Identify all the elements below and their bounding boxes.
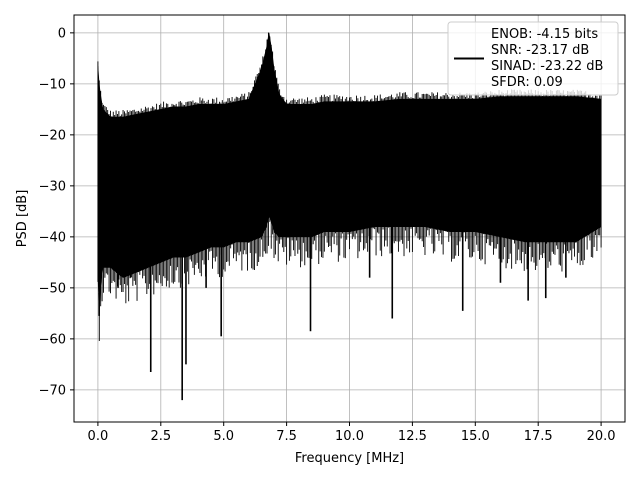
axis-ticks: 0.0 2.5 5.0 7.5 10.0 12.5 15.0 17.5 20.0 0 −10 −20 −…: [39, 26, 616, 444]
y-tick-label: 0: [58, 26, 66, 41]
legend-sinad: SINAD: -23.22 dB: [491, 59, 603, 74]
x-tick-label: 15.0: [461, 429, 490, 444]
y-tick-label: −30: [39, 179, 66, 194]
x-tick-label: 10.0: [335, 429, 364, 444]
x-tick-label: 20.0: [587, 429, 616, 444]
x-tick-label: 12.5: [398, 429, 427, 444]
legend: ENOB: -4.15 bits SNR: -23.17 dB SINAD: -…: [447, 21, 619, 96]
x-tick-label: 5.0: [213, 429, 234, 444]
y-tick-label: −40: [39, 230, 66, 245]
legend-sfdr: SFDR: 0.09: [491, 75, 563, 90]
psd-series: [97, 32, 602, 401]
y-axis-label: PSD [dB]: [15, 190, 30, 248]
y-tick-label: −60: [39, 332, 66, 347]
x-tick-label: 17.5: [524, 429, 553, 444]
y-tick-label: −20: [39, 128, 66, 143]
x-tick-label: 7.5: [276, 429, 297, 444]
y-tick-label: −10: [39, 77, 66, 92]
x-axis-label: Frequency [MHz]: [295, 451, 404, 466]
legend-snr: SNR: -23.17 dB: [491, 43, 589, 58]
legend-enob: ENOB: -4.15 bits: [491, 27, 598, 42]
legend-box: [447, 21, 619, 96]
y-tick-label: −70: [39, 383, 66, 398]
y-tick-label: −50: [39, 281, 66, 296]
x-tick-label: 0.0: [88, 429, 109, 444]
x-tick-label: 2.5: [150, 429, 171, 444]
